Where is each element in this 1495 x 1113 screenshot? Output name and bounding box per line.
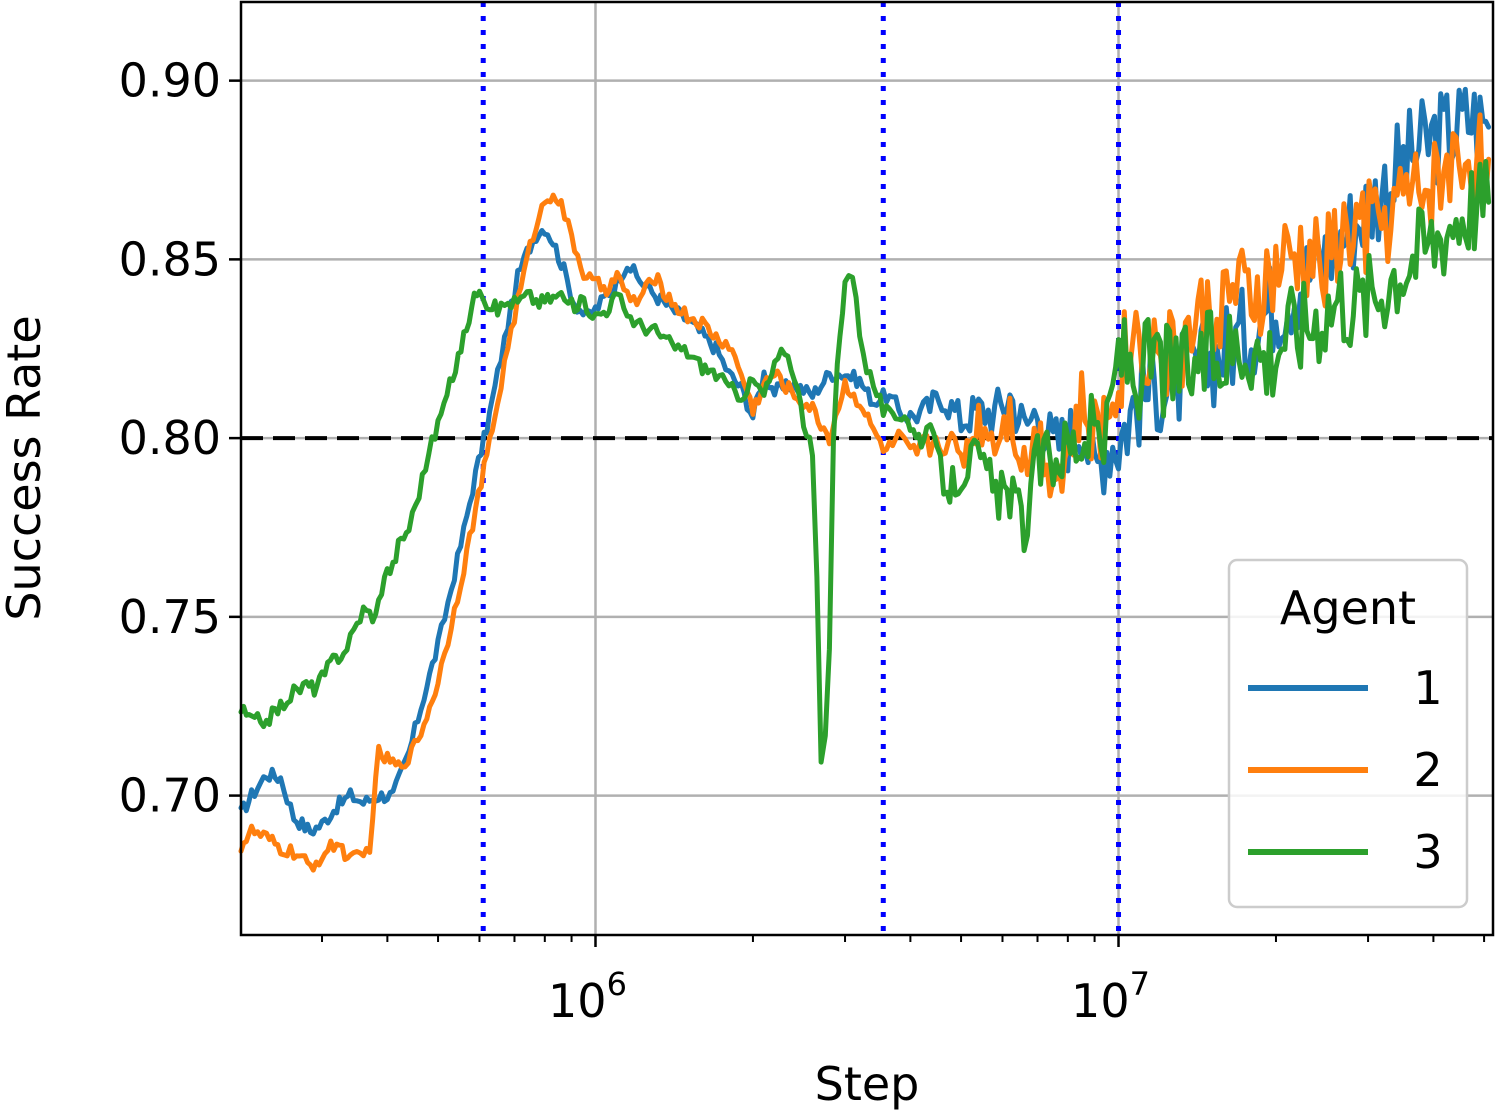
series-line-2 bbox=[238, 112, 1492, 873]
series-line-3 bbox=[238, 159, 1492, 765]
x-axis-label: Step bbox=[815, 1057, 920, 1111]
y-tick-label: 0.90 bbox=[119, 54, 221, 108]
legend-box bbox=[1227, 558, 1469, 909]
x-tick-label: 106 bbox=[548, 965, 627, 1028]
x-tick-label: 107 bbox=[1071, 965, 1150, 1028]
legend: Agent 1 2 3 bbox=[1227, 558, 1469, 909]
axis-ticks: 0.70 0.75 0.80 0.85 0.90 106 107 bbox=[119, 54, 1486, 1028]
series-line-1 bbox=[238, 86, 1492, 837]
legend-label-2: 2 bbox=[1413, 743, 1442, 797]
y-tick-label: 0.80 bbox=[119, 411, 221, 465]
y-tick-label: 0.85 bbox=[119, 232, 221, 286]
y-tick-label: 0.75 bbox=[119, 590, 221, 644]
plot-frame bbox=[239, 0, 1495, 937]
legend-label-3: 3 bbox=[1413, 825, 1442, 879]
y-axis-label: Success Rate bbox=[0, 315, 51, 620]
y-tick-label: 0.70 bbox=[119, 769, 221, 823]
series-layer bbox=[238, 86, 1492, 873]
legend-title: Agent bbox=[1280, 581, 1416, 635]
legend-label-1: 1 bbox=[1413, 661, 1442, 715]
